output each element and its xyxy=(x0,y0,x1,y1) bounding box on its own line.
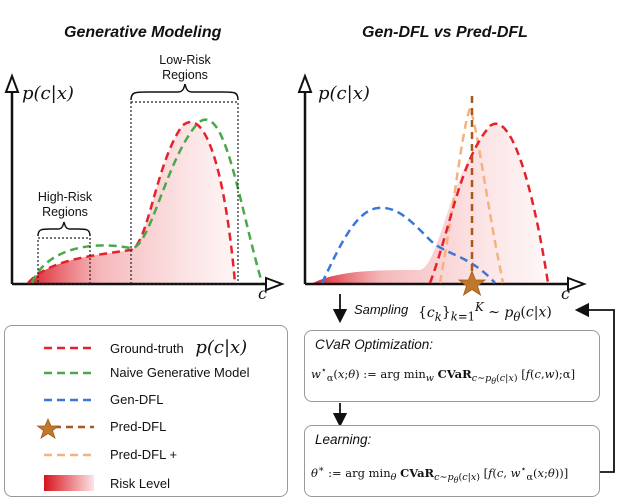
right-gen-dfl-curve xyxy=(320,206,496,284)
feedback-arrow xyxy=(574,302,615,473)
right-pred-dfl-plus-curve xyxy=(438,104,505,284)
left-ground-truth-curve xyxy=(27,120,237,284)
right-risk-fill xyxy=(313,123,545,283)
sampling-formula: {ck}k=1K ∼ pθ(c|x) xyxy=(418,300,552,324)
cvar-panel: CVaR Optimization: w⋆α(x;θ) := arg minw … xyxy=(304,330,600,402)
legend-risk-level: Risk Level xyxy=(110,476,170,491)
legend-naive: Naive Generative Model xyxy=(110,365,250,380)
legend-gen-dfl: Gen-DFL xyxy=(110,392,164,407)
learning-formula: θ∗ := arg minθ CVaRc∼pθ(c|x) [f(c, w⋆α(x… xyxy=(311,464,569,486)
left-risk-fill xyxy=(28,122,235,284)
high-risk-box xyxy=(37,237,91,285)
cvar-formula: w⋆α(x;θ) := arg minw CVaRc∼pθ(c|x) [f(c,… xyxy=(311,365,576,387)
high-risk-brace xyxy=(37,221,91,237)
right-xlabel: c xyxy=(561,284,570,303)
learning-title: Learning: xyxy=(315,432,372,447)
left-xlabel: c xyxy=(258,284,267,303)
left-plot xyxy=(4,73,285,292)
low-risk-box xyxy=(130,101,239,285)
right-ylabel: p(c|x) xyxy=(318,83,370,104)
right-ground-truth-curve xyxy=(428,122,550,284)
right-panel-title: Gen-DFL vs Pred-DFL xyxy=(362,24,528,41)
legend-pred-dfl: Pred-DFL xyxy=(110,419,167,434)
left-ylabel: p(c|x) xyxy=(22,83,74,104)
legend-ground-truth: Ground-truth p(c|x) xyxy=(110,337,248,358)
learning-panel: Learning: θ∗ := arg minθ CVaRc∼pθ(c|x) [… xyxy=(304,425,600,497)
legend xyxy=(4,325,288,497)
high-risk-label: High-Risk Regions xyxy=(37,190,93,219)
legend-samples xyxy=(36,346,94,491)
low-risk-brace xyxy=(130,83,239,101)
low-risk-label: Low-Risk Regions xyxy=(159,53,211,82)
left-naive-curve xyxy=(30,118,264,284)
sampling-label: Sampling xyxy=(354,302,409,317)
left-panel-title: Generative Modeling xyxy=(64,24,222,41)
pred-dfl-star xyxy=(457,269,487,296)
legend-pred-dfl-plus: Pred-DFL + xyxy=(110,447,178,462)
right-plot xyxy=(297,73,587,296)
cvar-title: CVaR Optimization: xyxy=(315,337,434,352)
